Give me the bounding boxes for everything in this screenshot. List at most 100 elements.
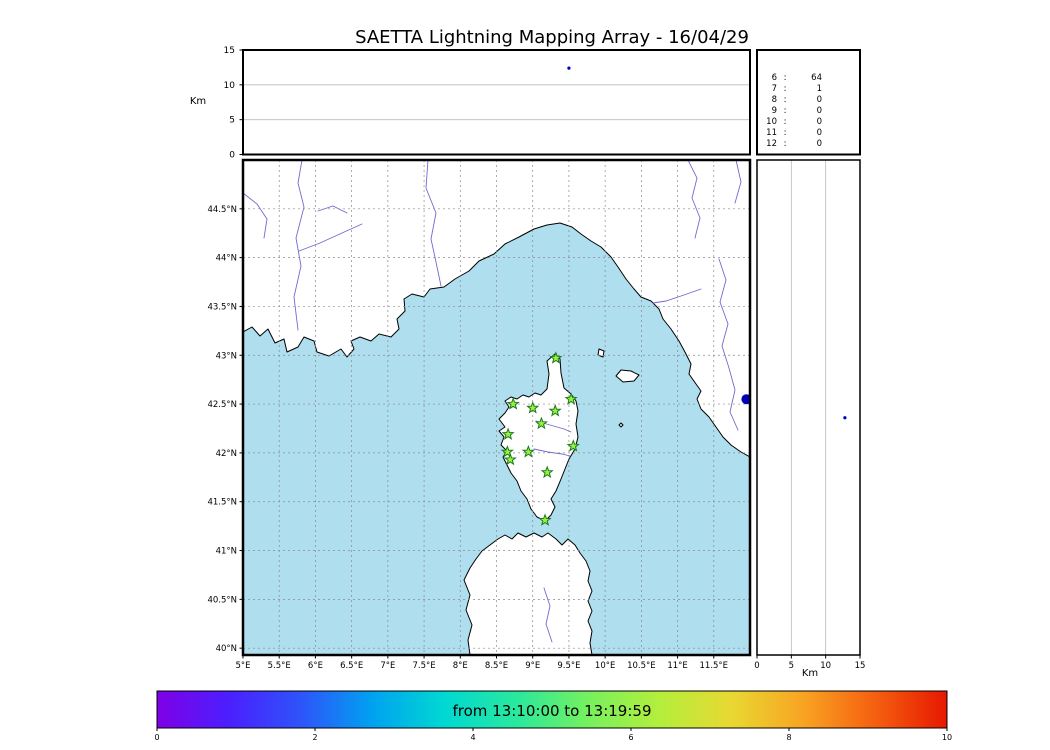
station-count-value: 0 <box>817 117 822 127</box>
colorbar: from 13:10:00 to 13:19:59 0 2 4 6 8 10 <box>154 690 952 742</box>
altitude-panel-gridlines <box>243 84 750 121</box>
right-panel-background <box>757 160 860 655</box>
colorbar-time-label: from 13:10:00 to 13:19:59 <box>452 702 651 720</box>
station-count-value: 0 <box>817 139 822 149</box>
lon-tick-label: 5.5°E <box>268 661 291 671</box>
right-panel-gridlines <box>790 160 827 655</box>
alt-tick-label: 0 <box>229 151 235 161</box>
right-panel-sources <box>843 416 847 420</box>
station-marker <box>538 513 552 526</box>
station-marker <box>534 416 548 430</box>
lat-tick-label: 43°N <box>216 351 237 361</box>
station-count-value: 0 <box>817 128 822 138</box>
sardinia-coastline <box>463 532 593 655</box>
alt-tick-label: 15 <box>224 46 235 56</box>
lat-tick-label: 44°N <box>216 254 237 264</box>
colorbar-ticks: 0 2 4 6 8 10 <box>154 728 952 742</box>
right-km-tick-label: 5 <box>789 661 794 671</box>
right-panel-border <box>756 159 861 656</box>
station-count-value: 1 <box>817 84 822 94</box>
station-count-colon: : <box>784 139 787 149</box>
station-marker <box>548 403 562 417</box>
small-islands <box>597 348 640 428</box>
lat-tick-label: 43.5°N <box>207 302 237 312</box>
right-panel-ticks: 0 5 10 15 <box>754 655 865 671</box>
station-count-colon: : <box>784 84 787 94</box>
station-marker <box>500 444 514 458</box>
station-count-colon: : <box>784 73 787 83</box>
lon-tick-label: 11.5°E <box>700 661 729 671</box>
station-marker <box>521 444 535 458</box>
lon-tick-label: 7°E <box>380 661 395 671</box>
station-count-value: 0 <box>817 95 822 105</box>
station-count-value: 0 <box>817 106 822 116</box>
altitude-panel-sources <box>567 66 571 70</box>
map-panel: 5°E 5.5°E 6°E 6.5°E 7°E 7.5°E 8°E 8.5°E 9°E 9.5°E… <box>207 158 752 671</box>
altitude-panel-background <box>243 50 750 155</box>
lon-tick-label: 9°E <box>525 661 540 671</box>
station-marker <box>501 427 515 440</box>
station-count-colon: : <box>784 128 787 138</box>
station-marker <box>564 392 578 405</box>
station-count-n: 9 <box>772 106 777 116</box>
station-count-colon: : <box>784 95 787 105</box>
colorbar-tick-label: 0 <box>154 733 159 742</box>
map-axis-labels: 5°E 5.5°E 6°E 6.5°E 7°E 7.5°E 8°E 8.5°E 9°E 9.5°E… <box>207 205 728 671</box>
altitude-longitude-panel: Km 0 5 10 15 <box>190 46 751 161</box>
station-count-n: 11 <box>766 128 777 138</box>
station-marker <box>526 401 540 414</box>
station-count-n: 7 <box>772 84 777 94</box>
station-count-n: 12 <box>766 139 777 149</box>
colorbar-tick-label: 6 <box>628 733 633 742</box>
station-count-border <box>756 49 861 156</box>
lat-tick-label: 42.5°N <box>207 400 237 410</box>
station-count-n: 10 <box>766 117 777 127</box>
colorbar-border <box>156 690 948 729</box>
lon-tick-label: 8°E <box>453 661 468 671</box>
altitude-axis-label: Km <box>190 96 206 107</box>
station-marker <box>549 351 563 364</box>
lightning-source <box>843 416 847 420</box>
altitude-axis-ticks: 0 5 10 15 <box>224 46 243 161</box>
lat-tick-label: 41°N <box>216 547 237 557</box>
station-count-value: 64 <box>811 73 822 83</box>
lat-tick-label: 40.5°N <box>207 595 237 605</box>
right-km-axis-label: Km <box>802 668 818 679</box>
station-marker <box>503 452 517 466</box>
lon-tick-label: 10.5°E <box>627 661 656 671</box>
colorbar-tick-label: 4 <box>470 733 475 742</box>
station-marker <box>540 465 554 479</box>
lat-tick-label: 41.5°N <box>207 498 237 508</box>
alt-tick-label: 10 <box>224 81 236 91</box>
lon-tick-label: 7.5°E <box>413 661 436 671</box>
alt-tick-label: 5 <box>229 116 235 126</box>
lat-tick-label: 44.5°N <box>207 205 237 215</box>
lon-tick-label: 10°E <box>595 661 615 671</box>
colorbar-gradient <box>157 691 947 728</box>
lat-tick-label: 40°N <box>216 644 237 654</box>
colorbar-tick-label: 2 <box>312 733 317 742</box>
lon-tick-label: 6.5°E <box>340 661 363 671</box>
map-markers <box>500 351 750 526</box>
station-count-rows: 6: 64 7: 1 8: 0 9: 0 10: 0 11: 0 12: 0 <box>766 73 822 149</box>
mainland-coastline <box>243 160 750 458</box>
station-count-background <box>757 50 860 155</box>
station-marker <box>566 439 580 452</box>
right-km-tick-label: 0 <box>754 661 759 671</box>
lon-tick-label: 9.5°E <box>557 661 580 671</box>
station-count-colon: : <box>784 106 787 116</box>
lightning-source <box>741 394 750 405</box>
station-marker <box>506 397 520 410</box>
lon-tick-label: 8.5°E <box>485 661 508 671</box>
altitude-panel-border <box>242 49 751 156</box>
right-km-tick-label: 10 <box>820 661 831 671</box>
figure-title: SAETTA Lightning Mapping Array - 16/04/2… <box>355 27 749 48</box>
lon-tick-label: 11°E <box>667 661 687 671</box>
corsica-coastline <box>498 353 579 522</box>
lon-tick-label: 5°E <box>235 661 250 671</box>
lon-tick-label: 6°E <box>308 661 323 671</box>
lightning-source <box>567 66 571 70</box>
station-count-panel: 6: 64 7: 1 8: 0 9: 0 10: 0 11: 0 12: 0 <box>756 49 861 156</box>
altitude-latitude-panel: 0 5 10 15 Km <box>754 159 865 679</box>
